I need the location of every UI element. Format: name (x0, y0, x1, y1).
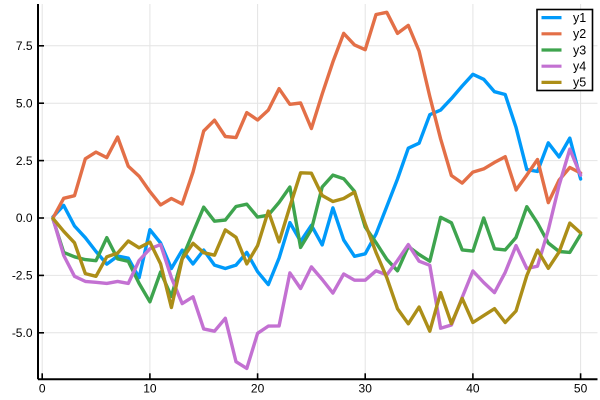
svg-text:y1: y1 (573, 11, 586, 25)
svg-text:-2.5: -2.5 (12, 269, 33, 283)
svg-text:5.0: 5.0 (16, 96, 33, 110)
svg-text:y3: y3 (573, 43, 586, 57)
svg-text:0: 0 (39, 382, 46, 396)
svg-text:7.5: 7.5 (16, 39, 33, 53)
svg-text:0.0: 0.0 (16, 211, 33, 225)
svg-text:30: 30 (359, 382, 373, 396)
svg-text:50: 50 (574, 382, 588, 396)
svg-text:y4: y4 (573, 60, 586, 74)
svg-text:-5.0: -5.0 (12, 326, 33, 340)
svg-text:20: 20 (251, 382, 265, 396)
svg-text:y5: y5 (573, 76, 586, 90)
svg-text:2.5: 2.5 (16, 154, 33, 168)
svg-text:10: 10 (143, 382, 157, 396)
svg-text:y2: y2 (573, 27, 586, 41)
svg-text:40: 40 (466, 382, 480, 396)
